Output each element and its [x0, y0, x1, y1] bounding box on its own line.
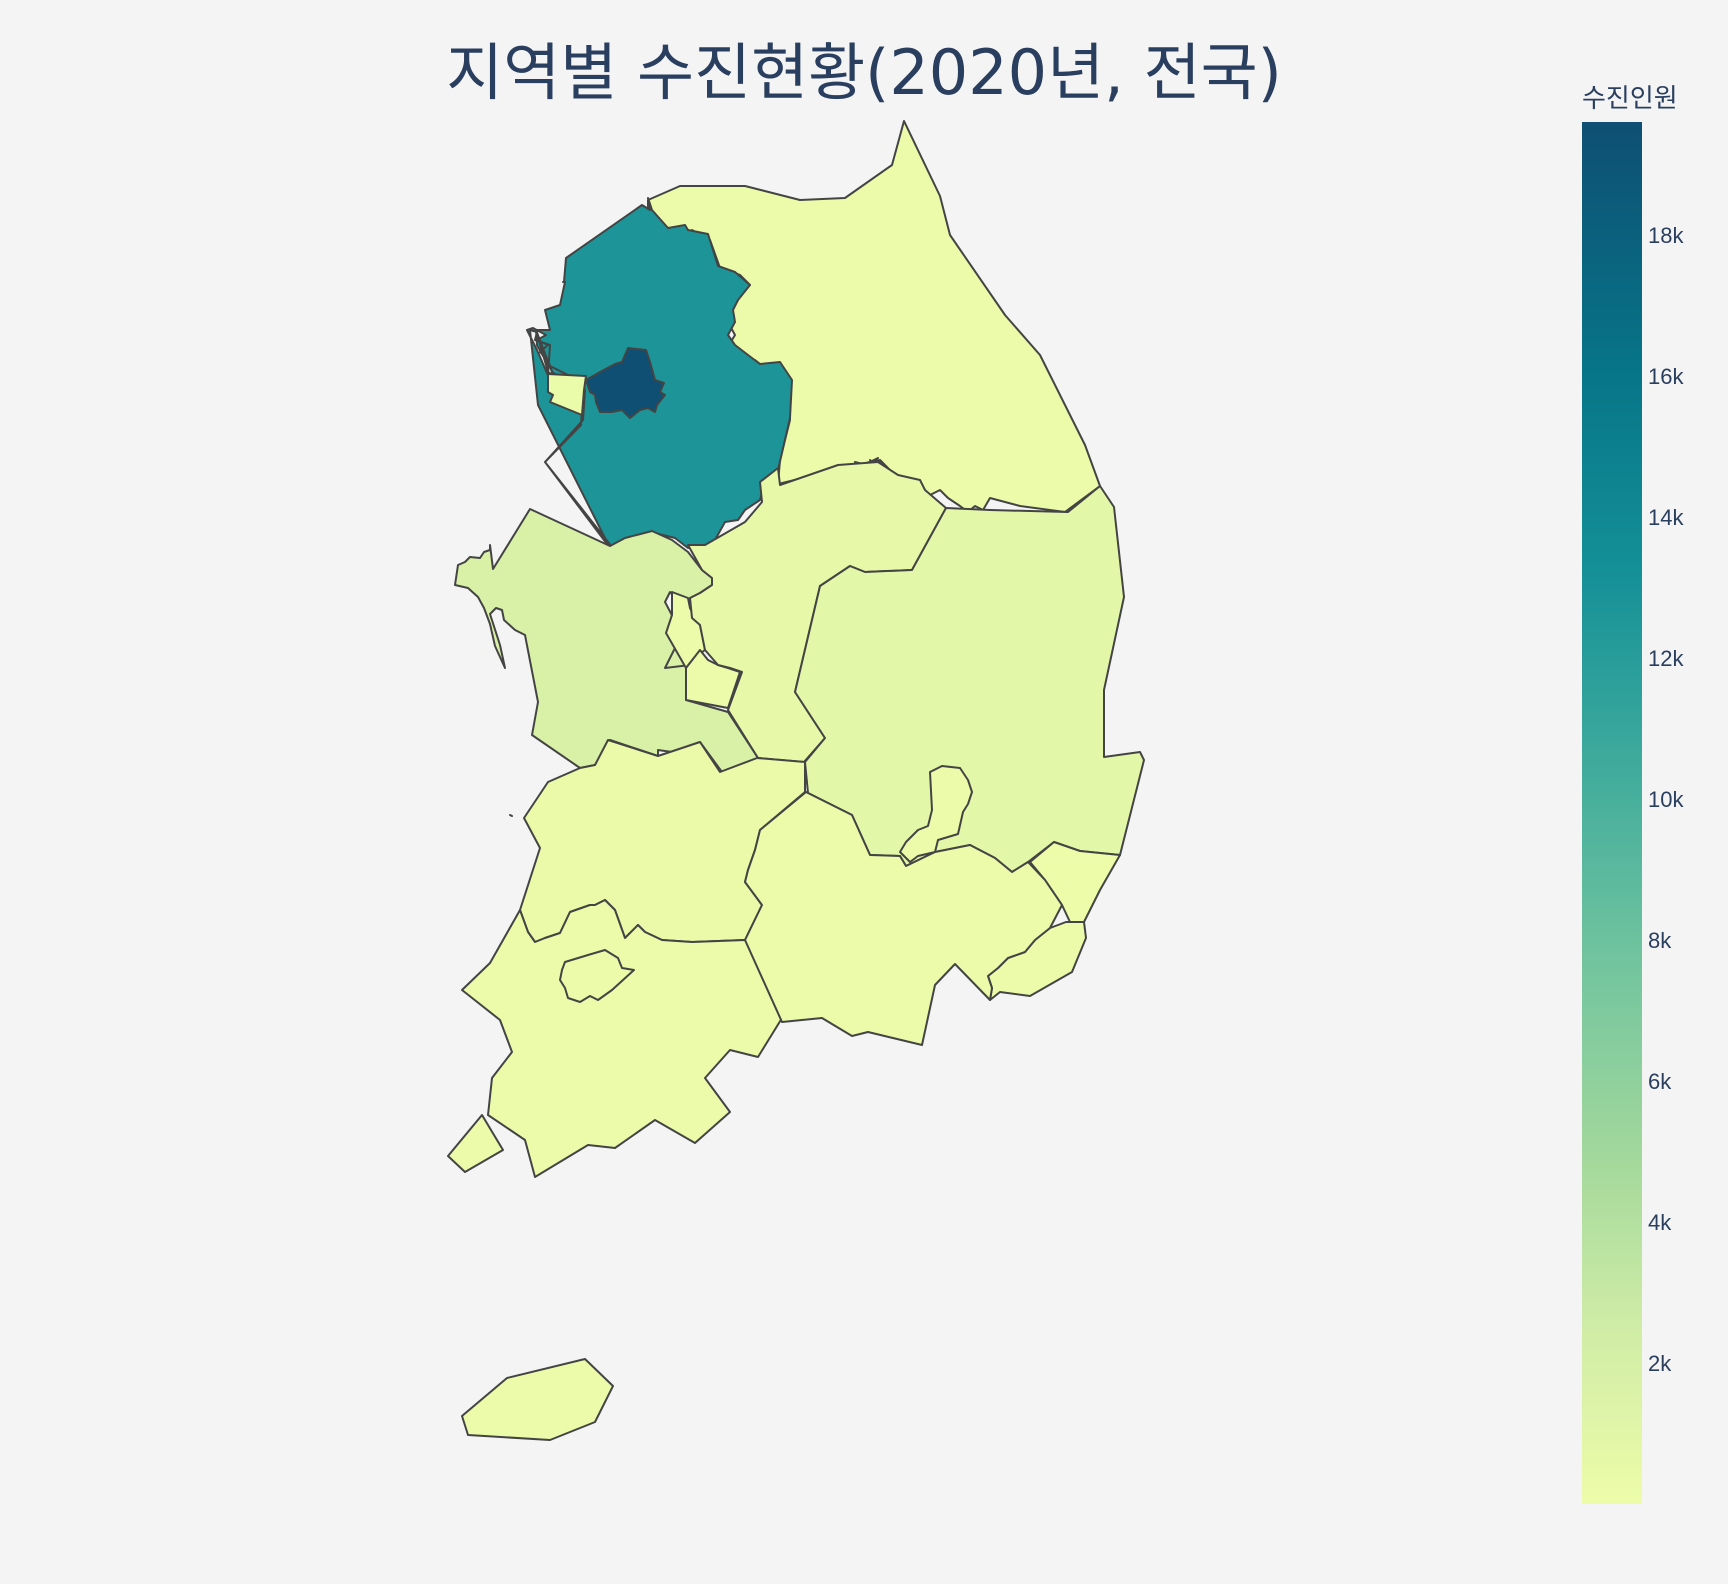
colorbar-tick-label: 12k — [1648, 645, 1684, 671]
map-title: 지역별 수진현황(2020년, 전국) — [446, 36, 1282, 109]
colorbar-tick-label: 10k — [1648, 786, 1684, 812]
colorbar-tick-label: 2k — [1648, 1350, 1672, 1376]
region-jeonnam[interactable] — [461, 899, 788, 1178]
region-seoul[interactable] — [585, 347, 666, 419]
region-islet — [509, 814, 513, 817]
colorbar-title: 수진인원 — [1582, 84, 1678, 114]
region-gwangju[interactable] — [559, 949, 635, 1003]
region-gyeongnam[interactable] — [744, 791, 1063, 1046]
colorbar-gradient — [1582, 122, 1642, 1504]
colorbar-tick-label: 16k — [1648, 363, 1684, 389]
region-daegu[interactable] — [899, 765, 973, 863]
region-jeonnam-island[interactable] — [447, 1114, 504, 1173]
region-jeju[interactable] — [461, 1358, 614, 1441]
colorbar-tick-label: 4k — [1648, 1209, 1672, 1235]
colorbar-tick-label: 18k — [1648, 222, 1684, 248]
colorbar-tick-label: 8k — [1648, 927, 1672, 953]
colorbar-tick-label: 6k — [1648, 1068, 1672, 1094]
colorbar-tick-label: 14k — [1648, 504, 1684, 530]
